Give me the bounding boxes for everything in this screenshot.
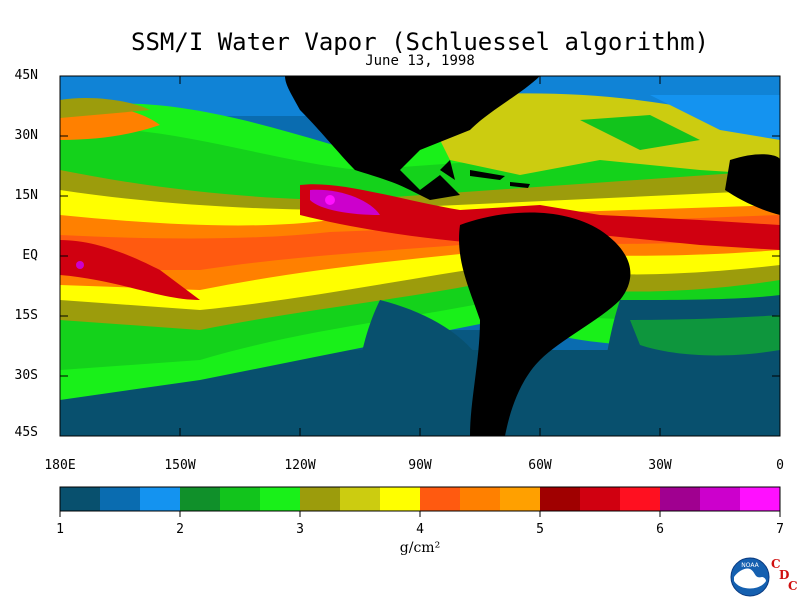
africa-landmass xyxy=(725,154,780,215)
lat-label-45n: 45N xyxy=(14,68,38,83)
colorbar-swatch xyxy=(220,487,261,511)
south-america-landmass xyxy=(459,212,631,436)
lon-label-150w: 150W xyxy=(164,458,196,473)
lon-label-30w: 30W xyxy=(648,458,672,473)
colorbar-swatch xyxy=(340,487,381,511)
lon-ticks xyxy=(179,76,661,436)
colorbar-swatch xyxy=(100,487,141,511)
lon-label-0: 0 xyxy=(776,458,784,473)
lat-label-30s: 30S xyxy=(14,368,38,383)
cdc-letter-c2: C xyxy=(788,579,798,593)
colorbar-swatch xyxy=(140,487,181,511)
colorbar-swatch xyxy=(60,487,101,511)
lat-label-15n: 15N xyxy=(14,188,38,203)
lon-label-120w: 120W xyxy=(284,458,316,473)
colorbar-label-2: 2 xyxy=(176,522,184,537)
colorbar xyxy=(60,487,781,511)
colorbar-swatch xyxy=(460,487,501,511)
lon-label-180e: 180E xyxy=(44,458,76,473)
noaa-logo-text: NOAA xyxy=(741,562,759,569)
colorbar-swatch xyxy=(300,487,341,511)
colorbar-label-4: 4 xyxy=(416,522,424,537)
map-date: June 13, 1998 xyxy=(365,53,475,69)
colorbar-label-3: 3 xyxy=(296,522,304,537)
north-america-landmass xyxy=(285,76,540,200)
colorbar-swatch xyxy=(700,487,741,511)
colorbar-unit: g/cm² xyxy=(399,540,441,556)
cdc-letter-c1: C xyxy=(771,557,781,571)
lat-label-45s: 45S xyxy=(14,425,38,440)
colorbar-swatch xyxy=(660,487,701,511)
colorbar-swatch xyxy=(620,487,661,511)
colorbar-swatch xyxy=(180,487,221,511)
colorbar-swatch xyxy=(540,487,581,511)
colorbar-swatch xyxy=(500,487,541,511)
noaa-logo-icon: NOAA xyxy=(730,557,770,597)
lat-ticks xyxy=(60,75,780,437)
lat-label-15s: 15S xyxy=(14,308,38,323)
lon-label-90w: 90W xyxy=(408,458,432,473)
colorbar-swatch xyxy=(580,487,621,511)
colorbar-swatch xyxy=(260,487,301,511)
lon-label-60w: 60W xyxy=(528,458,552,473)
lat-label-30n: 30N xyxy=(14,128,38,143)
colorbar-swatch xyxy=(740,487,781,511)
colorbar-swatch xyxy=(380,487,421,511)
colorbar-label-7: 7 xyxy=(776,522,784,537)
colorbar-label-6: 6 xyxy=(656,522,664,537)
colorbar-ticks xyxy=(59,511,781,517)
colorbar-label-5: 5 xyxy=(536,522,544,537)
cdc-letter-d: D xyxy=(779,568,790,582)
colorbar-swatch xyxy=(420,487,461,511)
lat-label-eq: EQ xyxy=(22,248,38,263)
colorbar-label-1: 1 xyxy=(56,522,64,537)
map-title: SSM/I Water Vapor (Schluessel algorithm) xyxy=(131,28,709,56)
